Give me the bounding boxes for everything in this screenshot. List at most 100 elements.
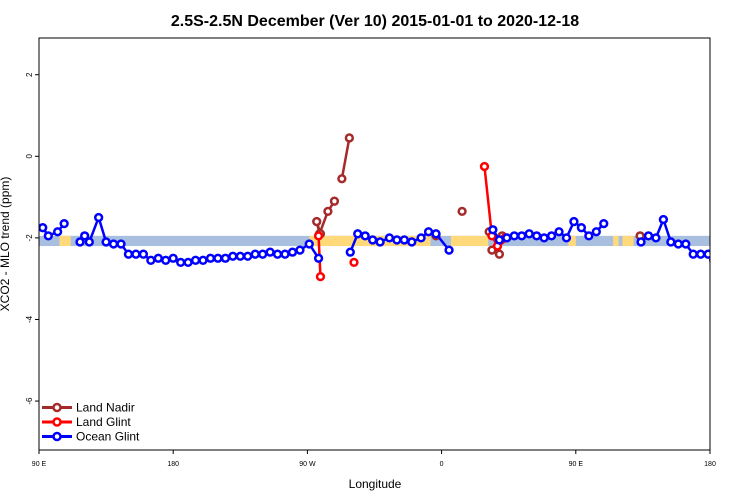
data-point-ocean-glint: [295, 245, 305, 255]
y-axis-ticks: 2 0 -2 -4 -6: [25, 72, 39, 405]
data-point-ocean-glint: [84, 237, 94, 247]
data-point-ocean-glint: [517, 231, 527, 241]
data-point-ocean-glint: [313, 253, 324, 263]
data-point-ocean-glint: [509, 231, 519, 241]
data-point-ocean-glint: [75, 237, 85, 247]
band-land-segment: [450, 235, 489, 247]
x-axis-label: Longitude: [349, 477, 402, 491]
x-tick-label: 90 E: [32, 461, 47, 468]
legend-marker-land-nadir: [52, 402, 62, 413]
data-point-ocean-glint: [666, 237, 676, 247]
data-point-ocean-glint: [280, 249, 290, 259]
data-point-ocean-glint: [353, 229, 363, 239]
data-point-ocean-glint: [108, 239, 119, 249]
data-point-ocean-glint: [123, 249, 134, 259]
y-tick-label: -2: [25, 234, 34, 242]
data-point-ocean-glint: [681, 239, 691, 249]
data-point-ocean-glint: [80, 231, 90, 241]
data-point-ocean-glint: [688, 249, 698, 259]
legend-label-land-glint: Land Glint: [76, 415, 131, 429]
data-point-ocean-glint: [532, 231, 542, 241]
data-point-land-nadir: [457, 206, 467, 217]
data-point-ocean-glint: [561, 233, 572, 243]
legend-marker-land-glint: [52, 417, 62, 427]
data-point-ocean-glint: [584, 231, 594, 241]
data-point-land-nadir: [494, 249, 505, 259]
data-point-ocean-glint: [176, 257, 186, 268]
data-point-land-glint: [349, 257, 359, 268]
data-point-land-glint: [479, 161, 490, 172]
data-point-ocean-glint: [423, 227, 434, 237]
data-point-ocean-glint: [554, 227, 564, 237]
data-point-ocean-glint: [539, 233, 549, 243]
data-point-ocean-glint: [43, 231, 53, 241]
data-point-ocean-glint: [643, 231, 654, 241]
data-point-ocean-glint: [250, 249, 260, 259]
x-tick-label: 180: [704, 461, 716, 468]
data-point-ocean-glint: [304, 239, 314, 249]
x-axis-ticks: 90 E 180 90 W 0 90 E 180: [32, 450, 716, 468]
legend-entry-land-glint: Land Glint: [42, 415, 131, 429]
data-point-ocean-glint: [198, 255, 208, 265]
data-point-ocean-glint: [696, 249, 706, 259]
data-point-land-nadir: [329, 196, 340, 206]
band-land-segment: [568, 235, 576, 247]
band-land-segment: [622, 235, 634, 247]
data-point-ocean-glint: [673, 239, 683, 249]
data-point-ocean-glint: [494, 235, 505, 245]
plot-frame: [38, 37, 711, 451]
data-point-ocean-glint: [502, 233, 512, 243]
data-point-ocean-glint: [146, 255, 156, 265]
x-tick-label: 180: [167, 461, 179, 468]
data-point-ocean-glint: [709, 257, 710, 264]
data-point-ocean-glint: [444, 245, 454, 255]
data-point-ocean-glint: [399, 235, 409, 245]
data-point-ocean-glint: [725, 257, 732, 264]
data-point-ocean-glint: [59, 218, 69, 229]
legend-entry-land-nadir: Land Nadir: [42, 401, 135, 415]
data-point-land-nadir: [323, 206, 333, 217]
data-point-ocean-glint: [153, 253, 163, 263]
data-point-ocean-glint: [360, 231, 370, 241]
legend-marker-ocean-glint: [52, 431, 62, 442]
data-point-ocean-glint: [190, 255, 201, 265]
data-point-ocean-glint: [703, 249, 710, 259]
legend: Land Nadir Land Glint Ocean Glint: [42, 401, 140, 444]
plot-content: [39, 133, 732, 282]
data-point-ocean-glint: [407, 237, 417, 247]
data-point-ocean-glint: [138, 249, 149, 259]
data-point-ocean-glint: [116, 239, 126, 249]
data-point-ocean-glint: [392, 235, 402, 245]
data-point-ocean-glint: [168, 253, 178, 263]
chart-title: 2.5S-2.5N December (Ver 10) 2015-01-01 t…: [171, 13, 579, 30]
y-axis-label: XCO2 - MLO trend (ppm): [0, 177, 12, 312]
data-point-ocean-glint: [524, 229, 534, 239]
legend-entry-ocean-glint: Ocean Glint: [42, 430, 140, 444]
series-line-land-nadir: [340, 137, 351, 179]
series-ocean-glint: [39, 212, 732, 268]
data-point-ocean-glint: [599, 218, 609, 229]
y-tick-label: -4: [25, 315, 34, 323]
data-point-ocean-glint: [416, 233, 426, 243]
x-tick-label: 0: [440, 461, 444, 468]
data-point-ocean-glint: [576, 223, 587, 233]
data-point-ocean-glint: [228, 251, 238, 261]
data-point-land-nadir: [337, 174, 347, 184]
data-point-land-glint: [315, 271, 326, 282]
data-point-ocean-glint: [101, 237, 111, 247]
data-point-ocean-glint: [93, 212, 104, 223]
x-tick-label: 90 W: [299, 461, 316, 468]
legend-label-land-nadir: Land Nadir: [76, 401, 135, 415]
legend-label-ocean-glint: Ocean Glint: [76, 430, 140, 444]
data-point-ocean-glint: [131, 249, 141, 259]
data-point-ocean-glint: [243, 251, 253, 261]
data-point-ocean-glint: [235, 251, 245, 261]
data-point-ocean-glint: [569, 216, 579, 227]
data-point-ocean-glint: [258, 249, 268, 259]
data-point-ocean-glint: [375, 237, 385, 247]
data-point-ocean-glint: [265, 247, 275, 257]
data-point-ocean-glint: [636, 237, 646, 247]
data-point-ocean-glint: [220, 253, 231, 263]
data-point-land-nadir: [312, 216, 322, 227]
data-point-ocean-glint: [384, 233, 395, 243]
